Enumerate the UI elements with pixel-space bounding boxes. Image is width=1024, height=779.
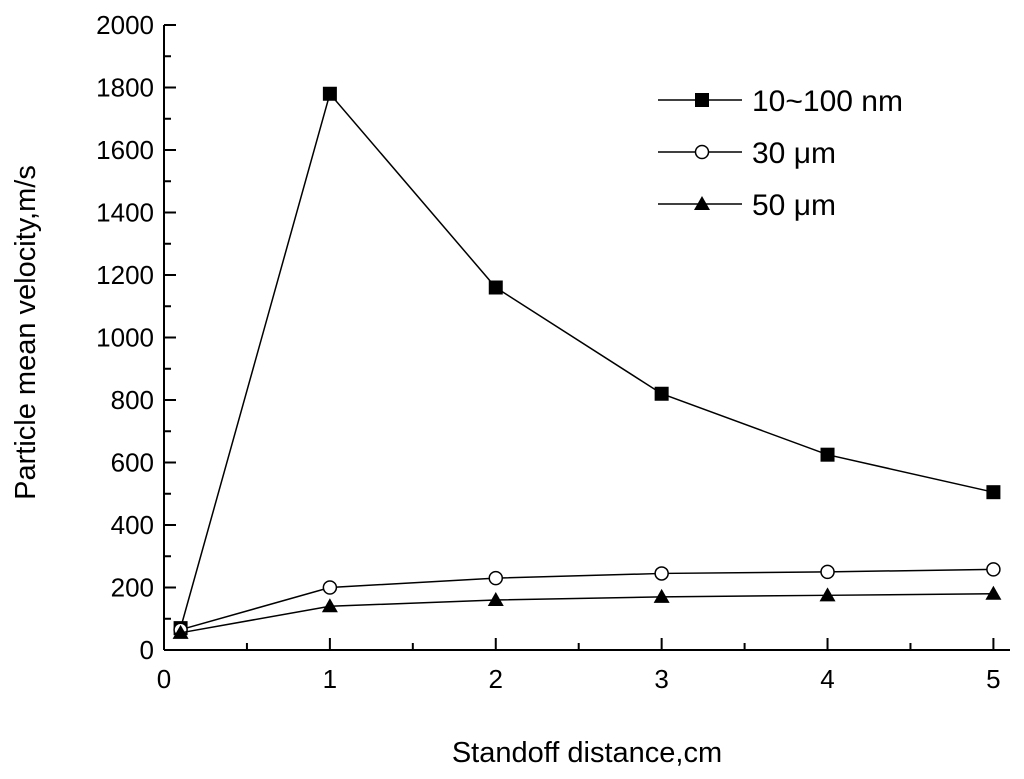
data-point [819,587,836,602]
series-0 [173,86,1001,636]
series-layer [172,86,1002,639]
legend-marker [694,196,710,210]
series-line [180,568,994,631]
data-point [322,86,337,101]
axes [163,25,1010,651]
legend-label: 10~100 nm [752,85,903,118]
legend-item: 10~100 nm [658,85,903,118]
data-point [985,585,1002,600]
data-point [654,566,669,581]
y-tick-label: 600 [111,448,154,478]
x-tick-label: 0 [157,664,171,694]
series-line [179,92,994,629]
x-tick-label: 1 [323,664,337,694]
x-tick-label: 2 [489,664,503,694]
series-1 [173,562,1001,637]
y-tick-label: 1800 [96,73,154,103]
y-tick-label: 1000 [96,323,154,353]
y-tick-label: 1600 [96,135,154,165]
data-point [820,564,835,580]
legend-marker [695,93,709,107]
data-point [653,588,670,603]
legend: 10~100 nm 30 μm 50 μm [658,85,903,222]
x-axis-title: Standoff distance,cm [452,737,722,769]
ticks: 0 200 400 600 800 1000 1200 1400 1600 1800 2000 0 1 2… [96,10,1000,694]
y-axis-title: Particle mean velocity,m/s [10,165,42,500]
data-point [986,485,1001,500]
data-point [820,447,835,462]
legend-item: 50 μm [658,189,836,222]
x-tick-label: 3 [654,664,668,694]
data-point [321,598,338,613]
data-point [487,592,504,606]
legend-label: 50 μm [752,189,836,222]
series-2 [172,585,1002,639]
y-tick-label: 2000 [96,10,154,40]
data-point [654,386,669,401]
data-point [488,570,504,586]
data-point [488,280,503,295]
legend-label: 30 μm [752,137,836,170]
y-tick-label: 400 [111,510,154,540]
y-tick-label: 1400 [96,198,154,228]
data-point [322,580,338,595]
y-tick-label: 1200 [96,260,154,290]
legend-item: 30 μm [658,137,836,170]
data-point [986,562,1001,577]
legend-marker [694,144,710,160]
data-point [172,624,189,639]
x-tick-label: 4 [820,664,834,694]
x-tick-label: 5 [986,664,1000,694]
y-tick-label: 200 [111,573,154,603]
y-tick-label: 800 [111,385,154,415]
y-tick-label: 0 [140,635,154,665]
series-line [180,593,994,634]
